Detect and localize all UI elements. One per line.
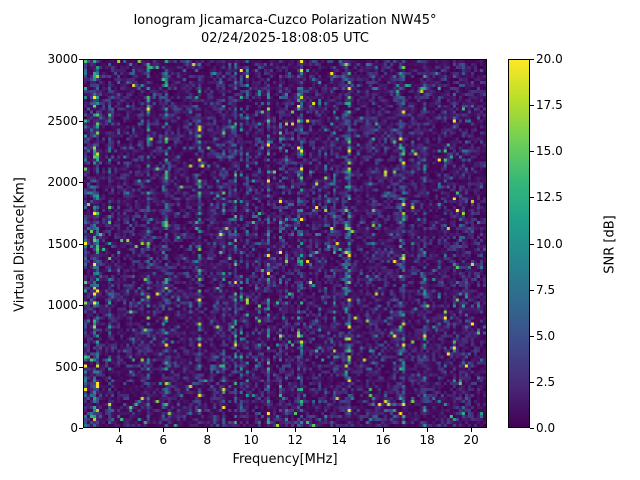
colorbar-gradient [509, 60, 529, 427]
y-tick-label: 0 [70, 421, 78, 435]
x-tick-mark [295, 428, 297, 432]
y-axis-label: Virtual Distance[Km] [12, 177, 28, 312]
y-tick-mark [79, 120, 83, 122]
x-axis-label: Frequency[MHz] [232, 452, 338, 467]
colorbar-tick-mark [530, 197, 534, 199]
colorbar-tick-mark [530, 243, 534, 245]
colorbar-tick-mark [530, 381, 534, 383]
colorbar-tick-label: 0.0 [536, 421, 556, 435]
y-tick-label: 2500 [47, 113, 78, 128]
y-tick-mark [79, 305, 83, 306]
x-tick-mark [383, 428, 385, 432]
x-tick-label: 10 [243, 433, 259, 447]
heatmap-canvas [84, 60, 486, 427]
colorbar [508, 59, 530, 428]
chart-subtitle: 02/24/2025-18:08:05 UTC [201, 31, 369, 46]
y-tick-label: 2000 [47, 175, 78, 189]
colorbar-tick-mark [530, 289, 534, 291]
y-tick-mark [79, 59, 83, 60]
y-tick-mark [79, 366, 83, 368]
x-tick-label: 6 [159, 433, 168, 447]
colorbar-tick-label: 17.5 [536, 98, 563, 113]
x-tick-mark [163, 428, 165, 432]
colorbar-label: SNR [dB] [602, 215, 618, 274]
colorbar-tick-label: 10.0 [536, 236, 563, 251]
colorbar-tick-label: 2.5 [536, 374, 556, 389]
colorbar-tick-mark [530, 59, 534, 60]
x-tick-label: 16 [375, 433, 391, 447]
colorbar-tick-mark [530, 151, 534, 153]
x-tick-mark [207, 428, 209, 432]
colorbar-tick-label: 15.0 [536, 144, 563, 159]
y-tick-mark [79, 182, 83, 183]
colorbar-tick-label: 20.0 [536, 52, 563, 66]
x-tick-label: 12 [287, 433, 303, 447]
colorbar-tick-label: 12.5 [536, 190, 563, 205]
x-tick-label: 14 [331, 433, 347, 447]
chart-title: Ionogram Jicamarca-Cuzco Polarization NW… [133, 13, 437, 28]
x-tick-mark [251, 428, 253, 432]
colorbar-tick-mark [530, 428, 534, 429]
y-tick-mark [79, 428, 83, 429]
heatmap-plot-area [83, 59, 487, 428]
x-tick-label: 4 [115, 433, 124, 447]
colorbar-tick-label: 7.5 [536, 282, 556, 297]
x-tick-mark [119, 428, 121, 432]
x-tick-label: 18 [419, 433, 435, 447]
colorbar-tick-mark [530, 335, 534, 337]
colorbar-tick-label: 5.0 [536, 328, 556, 343]
y-tick-label: 1000 [47, 298, 78, 312]
x-tick-label: 8 [203, 433, 212, 447]
x-tick-label: 20 [463, 433, 479, 447]
x-tick-mark [471, 428, 473, 432]
y-tick-label: 3000 [47, 52, 78, 66]
colorbar-tick-mark [530, 105, 534, 107]
y-tick-mark [79, 243, 83, 245]
y-tick-label: 500 [55, 359, 78, 374]
x-tick-mark [339, 428, 341, 432]
y-tick-label: 1500 [47, 236, 78, 251]
x-tick-mark [427, 428, 429, 432]
